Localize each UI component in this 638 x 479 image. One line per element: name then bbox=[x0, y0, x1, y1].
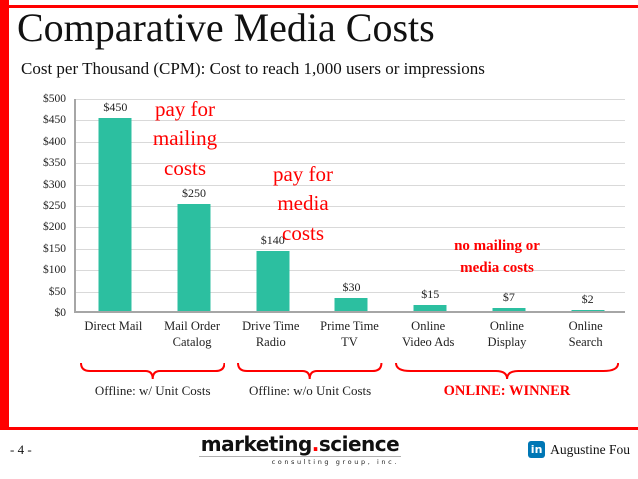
bar-column: $30 bbox=[312, 99, 391, 311]
top-accent-line bbox=[0, 5, 638, 8]
x-axis-label: Direct Mail bbox=[84, 319, 143, 333]
brace bbox=[237, 362, 383, 380]
logo-divider bbox=[199, 456, 401, 457]
bar bbox=[571, 309, 605, 311]
x-axis-label: Mail Order Catalog bbox=[164, 319, 220, 350]
brace bbox=[80, 362, 226, 380]
slide-subtitle: Cost per Thousand (CPM): Cost to reach 1… bbox=[21, 59, 485, 78]
gridline bbox=[76, 227, 625, 229]
gridline bbox=[76, 206, 625, 207]
logo-main: marketing bbox=[200, 432, 313, 456]
bar-column: $250 bbox=[155, 99, 234, 311]
gridline bbox=[76, 99, 625, 100]
x-axis-label: Online Display bbox=[487, 319, 527, 350]
bar-value-label: $15 bbox=[421, 286, 440, 301]
group-label: ONLINE: WINNER bbox=[443, 383, 571, 399]
gridline bbox=[76, 120, 625, 122]
y-tick-label: $350 bbox=[43, 157, 66, 170]
bar-column: $450 bbox=[76, 99, 155, 311]
annotation-mailing-costs: pay for mailing costs bbox=[152, 97, 218, 180]
bar bbox=[98, 118, 132, 311]
y-tick-label: $100 bbox=[43, 264, 66, 277]
y-tick-label: $400 bbox=[43, 135, 66, 148]
annotation-media-costs: pay for media costs bbox=[272, 162, 334, 245]
gridline bbox=[76, 270, 625, 272]
y-tick-label: $250 bbox=[43, 200, 66, 212]
y-tick-label: $450 bbox=[43, 114, 66, 127]
x-axis-label: Drive Time Radio bbox=[242, 319, 300, 350]
bar-column: $140 bbox=[233, 99, 312, 311]
group-braces: Offline: w/ Unit Costs Offline: w/o Unit … bbox=[74, 360, 625, 410]
author-name: Augustine Fou bbox=[550, 441, 630, 457]
bar-column: $15 bbox=[391, 99, 470, 311]
annotation-no-costs: no mailing or media costs bbox=[454, 238, 540, 276]
x-axis-label: Online Search bbox=[568, 319, 603, 350]
logo-tagline: consulting group, inc. bbox=[271, 458, 399, 466]
gridline bbox=[76, 141, 625, 143]
bar-column: $2 bbox=[548, 99, 627, 311]
bar-value-label: $450 bbox=[103, 100, 128, 115]
y-tick-label: $300 bbox=[43, 178, 66, 191]
y-tick-label: $50 bbox=[48, 285, 66, 298]
bar bbox=[492, 308, 526, 311]
left-accent-bar bbox=[0, 0, 9, 427]
slide-title: Comparative Media Costs bbox=[17, 5, 435, 50]
gridline bbox=[76, 163, 625, 165]
group-label: Offline: w/o Unit Costs bbox=[249, 383, 372, 398]
bar bbox=[177, 204, 211, 311]
y-tick-label: $200 bbox=[43, 221, 66, 234]
marketing-science-logo: marketing.science consulting group, inc. bbox=[193, 433, 407, 466]
brace bbox=[394, 362, 619, 380]
y-tick-label: $500 bbox=[43, 93, 66, 105]
bar-value-label: $7 bbox=[502, 290, 515, 305]
logo-dot: . bbox=[311, 432, 320, 456]
logo-secondary: science bbox=[318, 432, 400, 456]
bar-column: $7 bbox=[470, 99, 549, 311]
bar-value-label: $30 bbox=[342, 280, 361, 295]
page-number: - 4 - bbox=[10, 442, 32, 457]
x-axis-labels: Direct Mail Mail Order Catalog Drive Time … bbox=[74, 318, 625, 354]
bar bbox=[334, 298, 368, 311]
y-axis-labels: $0 $50 $100 $150 $200 $250 $300 $350 $400 $450 $50… bbox=[24, 93, 70, 319]
bar-value-label: $250 bbox=[182, 186, 207, 200]
gridline bbox=[76, 291, 625, 293]
x-axis-label: Online Video Ads bbox=[402, 319, 455, 350]
plot-area: $450 $250 $140 $30 $15 $7 $2 bbox=[74, 99, 625, 313]
gridline bbox=[76, 184, 625, 186]
y-tick-label: $150 bbox=[43, 242, 66, 255]
bar-value-label: $2 bbox=[581, 291, 594, 306]
bar-value-label: $140 bbox=[260, 233, 285, 248]
y-tick-label: $0 bbox=[54, 307, 67, 319]
gridline bbox=[76, 248, 625, 250]
bottom-accent-line bbox=[0, 427, 638, 430]
bar bbox=[413, 304, 447, 311]
x-axis-label: Prime Time TV bbox=[320, 319, 379, 350]
logo-text: marketing.science bbox=[193, 433, 407, 455]
group-label: Offline: w/ Unit Costs bbox=[94, 383, 211, 398]
author-credit: in Augustine Fou bbox=[528, 441, 630, 458]
bar bbox=[256, 251, 290, 311]
linkedin-icon: in bbox=[528, 441, 546, 458]
